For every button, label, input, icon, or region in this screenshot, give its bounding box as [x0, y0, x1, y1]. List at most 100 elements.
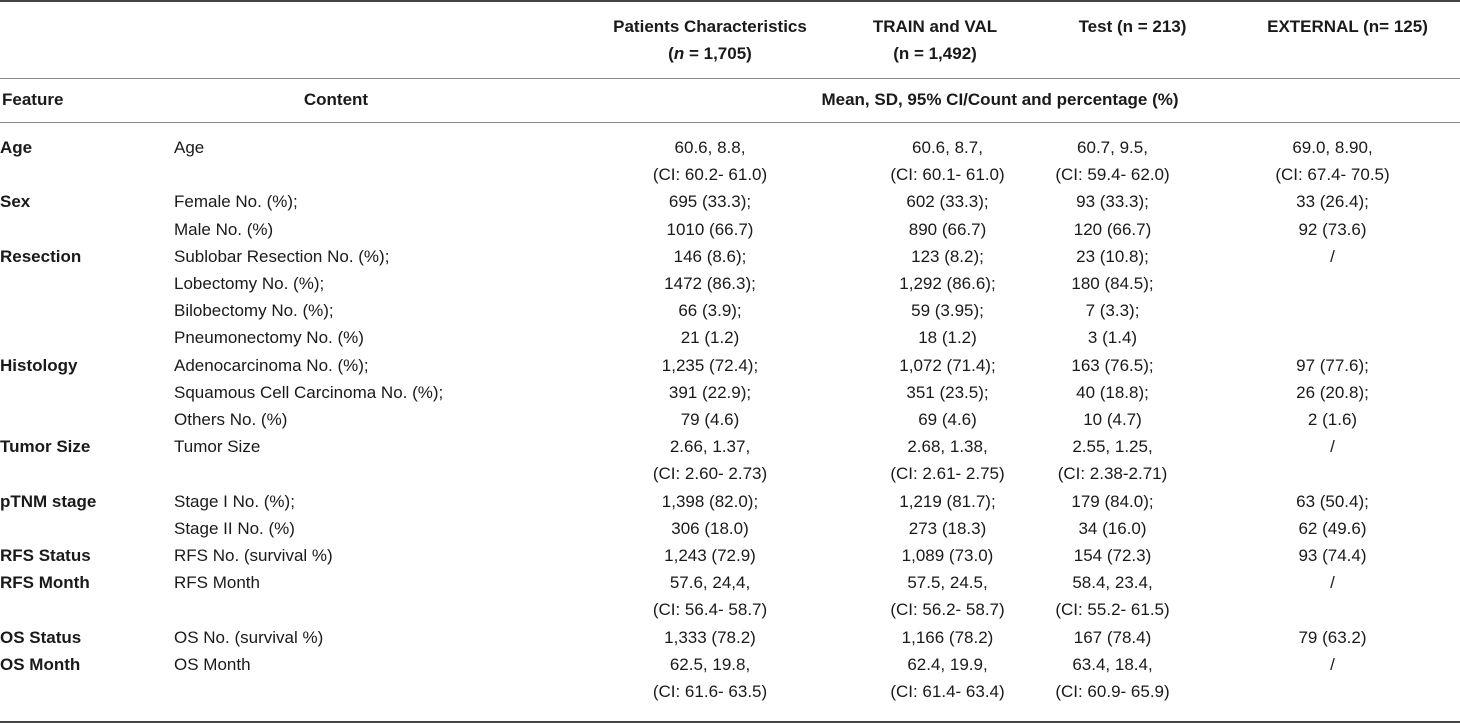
test-value-cell: (CI: 2.38-2.71) [1057, 464, 1168, 484]
test-value-cell: 23 (10.8); [1076, 246, 1149, 266]
patients-value-cell: (CI: 2.60- 2.73) [652, 464, 768, 484]
top-rule [0, 0, 1460, 2]
train-val-value-cell: 62.4, 19.9, [907, 654, 988, 674]
content-cell: RFS Month [174, 573, 260, 593]
feature-cell [0, 216, 174, 243]
table-row: Histology Adenocarcinoma No. (%); 1,235 (7… [0, 352, 1460, 379]
content-cell: Lobectomy No. (%); [174, 274, 325, 294]
train-val-value-cell: 1,089 (73.0) [901, 546, 994, 566]
header-feature: Feature [2, 90, 64, 109]
patients-value-cell: (CI: 60.2- 61.0) [652, 165, 768, 185]
test-value-cell: 58.4, 23.4, [1072, 573, 1153, 593]
train-val-value-cell: 1,292 (86.6); [899, 274, 996, 294]
feature-cell: Resection [0, 246, 82, 266]
header-external-line1: EXTERNAL (n= 125) [1267, 17, 1428, 36]
external-value-cell: / [1330, 654, 1335, 674]
test-value-cell: 179 (84.0); [1071, 491, 1154, 511]
patients-value-cell: 1,398 (82.0); [661, 491, 759, 511]
content-cell [174, 678, 545, 705]
test-value-cell: 40 (18.8); [1076, 382, 1149, 402]
table-row: Resection Sublobar Resection No. (%); 146 … [0, 243, 1460, 270]
train-val-value-cell: 1,072 (71.4); [899, 355, 996, 375]
header-train-val: TRAIN and VAL (n = 1,492) [840, 13, 1030, 67]
test-value-cell: 93 (33.3); [1076, 192, 1149, 212]
patients-value-cell: 391 (22.9); [668, 382, 752, 402]
table-row: (CI: 60.2- 61.0) (CI: 60.1- 61.0) (CI: 59.… [0, 161, 1460, 188]
feature-cell [0, 406, 174, 433]
content-cell [174, 596, 545, 623]
feature-cell [0, 161, 174, 188]
content-cell: Others No. (%) [174, 410, 288, 430]
content-cell: Adenocarcinoma No. (%); [174, 355, 369, 375]
train-val-value-cell: (CI: 56.2- 58.7) [890, 600, 1005, 620]
test-value-cell: 2.55, 1.25, [1072, 437, 1153, 457]
patients-value-cell: 79 (4.6) [680, 410, 740, 430]
external-value-cell [1205, 460, 1460, 487]
external-value-cell: 63 (50.4); [1296, 491, 1369, 511]
train-val-value-cell: 273 (18.3) [908, 518, 987, 538]
external-value-cell: 2 (1.6) [1307, 410, 1358, 430]
header-patients-line1: Patients Characteristics [613, 17, 807, 36]
bottom-rule [0, 721, 1460, 723]
feature-cell [0, 324, 174, 351]
patients-value-cell: 146 (8.6); [673, 246, 747, 266]
patients-value-cell: 1,243 (72.9) [664, 546, 756, 566]
train-val-value-cell: (CI: 2.61- 2.75) [890, 464, 1005, 484]
external-value-cell: 97 (77.6); [1296, 355, 1369, 375]
external-value-cell: 79 (63.2) [1298, 627, 1367, 647]
table-body: Age Age 60.6, 8.8, 60.6, 8.7, 60.7, 9.5, 69.0… [0, 134, 1460, 705]
feature-cell: Age [0, 138, 33, 157]
feature-cell: Histology [0, 355, 78, 375]
table-row: (CI: 2.60- 2.73) (CI: 2.61- 2.75) (CI: 2.3… [0, 460, 1460, 487]
table-row: Sex Female No. (%); 695 (33.3); 602 (33.3);… [0, 188, 1460, 215]
test-value-cell: 120 (66.7) [1073, 219, 1152, 239]
test-value-cell: 167 (78.4) [1073, 627, 1152, 647]
header-train-val-line1: TRAIN and VAL [872, 17, 998, 36]
external-value-cell: 62 (49.6) [1298, 518, 1367, 538]
train-val-value-cell: 602 (33.3); [906, 192, 989, 212]
content-cell: Bilobectomy No. (%); [174, 301, 334, 321]
test-value-cell: (CI: 60.9- 65.9) [1055, 682, 1170, 702]
table-row: RFS Status RFS No. (survival %) 1,243 (72.… [0, 542, 1460, 569]
external-value-cell: / [1330, 246, 1335, 266]
content-cell: OS Month [174, 654, 251, 674]
external-value-cell [1205, 596, 1460, 623]
test-value-cell: 60.7, 9.5, [1077, 138, 1148, 157]
feature-cell [0, 678, 174, 705]
test-value-cell: 34 (16.0) [1078, 518, 1147, 538]
table-row: Pneumonectomy No. (%) 21 (1.2) 18 (1.2) 3 (… [0, 324, 1460, 351]
content-cell: OS No. (survival %) [174, 627, 324, 647]
header-external: EXTERNAL (n= 125) [1235, 13, 1460, 40]
external-value-cell [1205, 270, 1460, 297]
header-train-val-line2: (n = 1,492) [893, 44, 977, 63]
subheader-rule [0, 122, 1460, 123]
content-cell: Stage I No. (%); [174, 491, 295, 511]
table-row: OS Month OS Month 62.5, 19.8, 62.4, 19.9, 63… [0, 651, 1460, 678]
table-row: (CI: 61.6- 63.5) (CI: 61.4- 63.4) (CI: 60.… [0, 678, 1460, 705]
header-patients-n-value: = 1,705) [684, 44, 752, 63]
train-val-value-cell: 890 (66.7) [908, 219, 987, 239]
patients-value-cell: 62.5, 19.8, [669, 654, 751, 674]
feature-cell [0, 297, 174, 324]
external-value-cell: (CI: 67.4- 70.5) [1275, 165, 1390, 185]
external-value-cell [1205, 297, 1460, 324]
train-val-value-cell: 57.5, 24.5, [907, 573, 988, 593]
table-row: pTNM stage Stage I No. (%); 1,398 (82.0); 1… [0, 488, 1460, 515]
test-value-cell: 10 (4.7) [1083, 410, 1142, 430]
test-value-cell: 63.4, 18.4, [1072, 654, 1153, 674]
header-test-line1: Test (n = 213) [1078, 17, 1187, 36]
test-value-cell: 154 (72.3) [1073, 546, 1152, 566]
feature-cell: OS Month [0, 654, 81, 674]
patients-value-cell: 60.6, 8.8, [674, 138, 746, 157]
feature-cell [0, 460, 174, 487]
patients-value-cell: (CI: 56.4- 58.7) [652, 600, 768, 620]
feature-cell: OS Status [0, 627, 82, 647]
header-patients-line2: (n = 1,705) [668, 44, 752, 63]
content-cell: Female No. (%); [174, 192, 298, 212]
feature-cell: Tumor Size [0, 437, 91, 457]
patients-value-cell: 2.66, 1.37, [669, 437, 751, 457]
external-value-cell [1205, 678, 1460, 705]
test-value-cell: 163 (76.5); [1071, 355, 1154, 375]
external-value-cell [1205, 324, 1460, 351]
table-row: Tumor Size Tumor Size 2.66, 1.37, 2.68, 1.3… [0, 433, 1460, 460]
